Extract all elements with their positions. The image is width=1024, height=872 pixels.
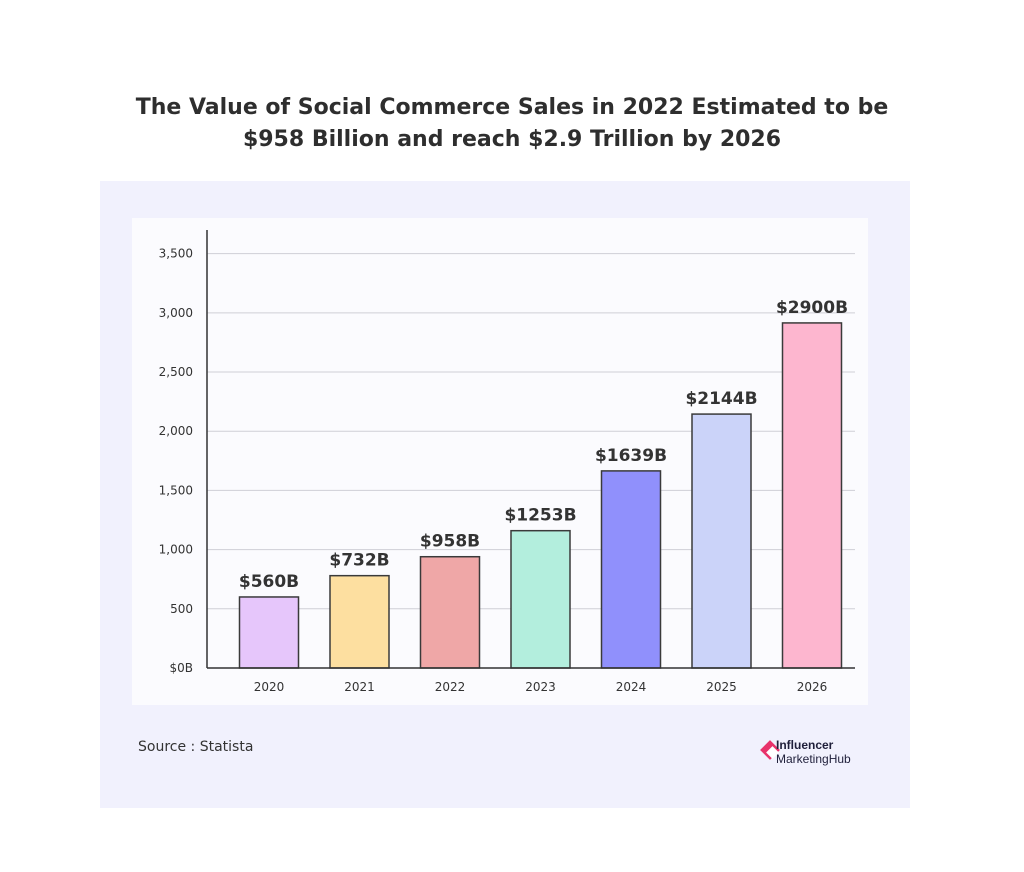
y-tick-label: $0B xyxy=(169,661,193,675)
y-tick-label: 500 xyxy=(170,602,193,616)
x-tick-label-2023: 2023 xyxy=(525,680,556,694)
x-tick-label-2026: 2026 xyxy=(797,680,828,694)
source-note: Source : Statista xyxy=(138,739,254,755)
y-tick-label: 2,000 xyxy=(159,424,193,438)
bar-2026 xyxy=(781,322,843,669)
chart-title-line-2: $958 Billion and reach $2.9 Trillion by … xyxy=(242,127,782,152)
x-tick-label-2025: 2025 xyxy=(706,680,737,694)
data-label-2021: $732B xyxy=(329,551,389,571)
data-label-2020: $560B xyxy=(239,572,299,592)
y-tick-label: 1,000 xyxy=(159,543,193,557)
axes xyxy=(206,230,855,669)
bar-2022 xyxy=(419,555,481,669)
bar-2021 xyxy=(329,574,390,669)
logo-line-2: MarketingHub xyxy=(776,752,851,766)
data-label-2024: $1639B xyxy=(595,446,667,466)
x-axis-ticks: 2020 2021 2022 2023 2024 2025 2026 xyxy=(254,680,828,694)
y-tick-label: 2,500 xyxy=(159,365,193,379)
y-tick-label: 3,500 xyxy=(159,247,193,261)
data-label-2022: $958B xyxy=(420,532,480,552)
x-tick-label-2022: 2022 xyxy=(435,680,466,694)
chart-title: The Value of Social Commerce Sales in 20… xyxy=(0,92,1024,156)
y-tick-label: 1,500 xyxy=(159,483,193,497)
bar-2025 xyxy=(691,413,752,669)
data-labels: $560B $732B $958B $1253B $1639B $2144B $2900B xyxy=(239,298,848,592)
bar-2023 xyxy=(510,529,571,669)
data-label-2026: $2900B xyxy=(776,298,848,318)
chart-title-line-1: The Value of Social Commerce Sales in 20… xyxy=(135,95,889,120)
y-tick-label: 3,000 xyxy=(159,306,193,320)
x-tick-label-2020: 2020 xyxy=(254,680,285,694)
logo-line-1: Influencer xyxy=(776,738,834,752)
influencer-marketinghub-logo: Influencer MarketingHub xyxy=(760,738,893,768)
bars xyxy=(238,322,843,669)
bar-2024 xyxy=(600,470,662,669)
data-label-2023: $1253B xyxy=(504,506,576,526)
data-label-2025: $2144B xyxy=(685,389,757,409)
y-axis-ticks: $0B 500 1,000 1,500 2,000 2,500 3,000 3,500 xyxy=(159,247,193,675)
x-tick-label-2024: 2024 xyxy=(616,680,647,694)
bar-2020 xyxy=(238,596,300,669)
x-tick-label-2021: 2021 xyxy=(344,680,375,694)
